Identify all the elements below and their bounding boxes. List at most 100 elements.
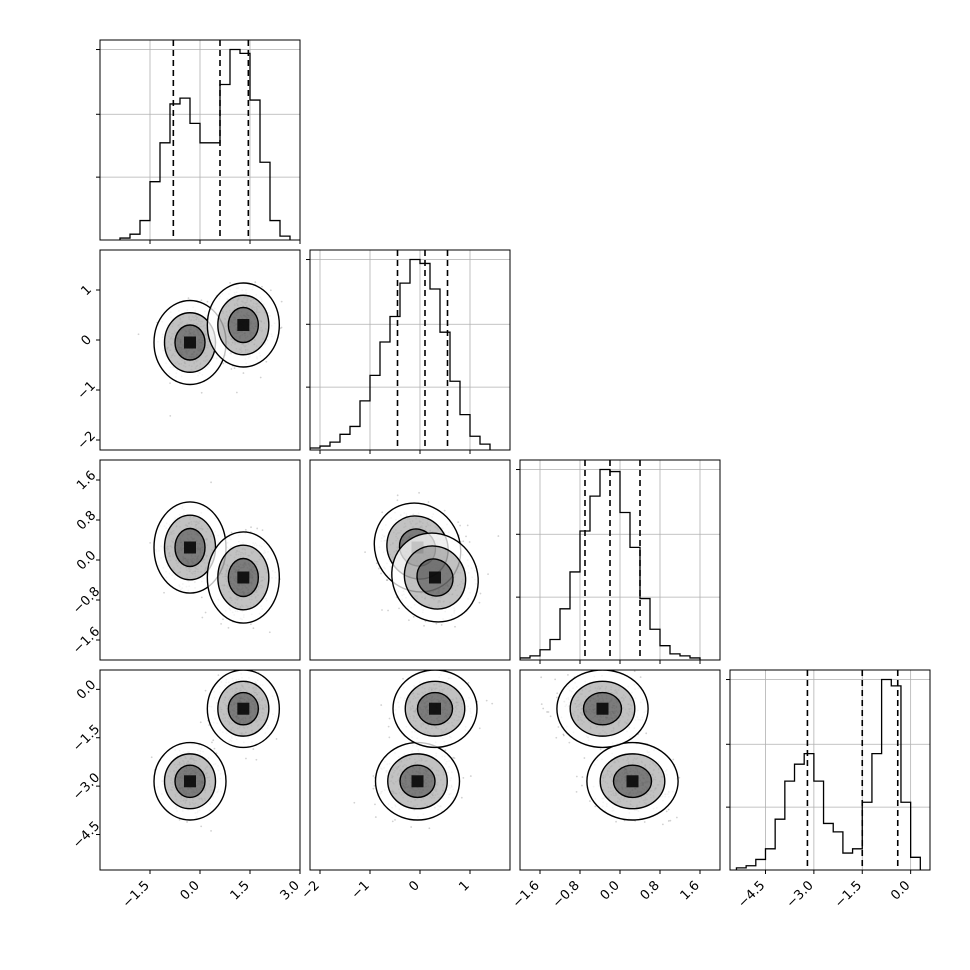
panel-content [137, 281, 283, 417]
scatter-point [469, 775, 472, 777]
y-tick-label: 0.8 [74, 508, 99, 533]
scatter-point [675, 816, 678, 819]
scatter-point [562, 734, 565, 737]
scatter-point [187, 297, 190, 300]
scatter-point [398, 607, 400, 610]
scatter-point [667, 808, 670, 811]
scatter-point [588, 800, 591, 802]
scatter-point [396, 494, 399, 497]
scatter-point [485, 699, 488, 702]
scatter-point [261, 285, 263, 288]
scatter-point [467, 682, 470, 684]
scatter-point [229, 282, 232, 284]
scatter-point [374, 816, 377, 818]
panel-frame [99, 249, 301, 451]
scatter-point [581, 784, 583, 787]
scatter-point [453, 757, 456, 760]
y-tick-label: −0.8 [70, 584, 103, 617]
scatter-point [381, 511, 384, 514]
scatter-point [150, 756, 153, 759]
x-tick-label: −1 [349, 878, 373, 902]
scatter-point [423, 668, 425, 670]
panel-frame [309, 459, 511, 661]
scatter-point [478, 601, 481, 604]
scatter-point [396, 499, 399, 502]
x-tick-label: 0 [406, 878, 422, 894]
scatter-point [200, 299, 203, 302]
scatter-point [388, 717, 391, 720]
scatter-point [435, 622, 438, 625]
scatter-point [227, 626, 230, 629]
panel-1-0: −2−101 [75, 249, 301, 453]
scatter-point [444, 749, 447, 752]
scatter-point [633, 670, 636, 673]
scatter-point [583, 757, 586, 759]
panel-content [100, 40, 300, 240]
x-tick-label: 1.5 [228, 878, 253, 903]
panel-3-0: −1.5 0.0 1.5 3.0−4.5−3.0−1.50.0 [70, 665, 303, 911]
scatter-point [222, 362, 225, 365]
scatter-point [163, 591, 165, 594]
y-tick-label: −3.0 [70, 770, 103, 803]
scatter-point [377, 567, 380, 570]
histogram-1 [310, 258, 491, 450]
scatter-point [280, 326, 283, 329]
scatter-point [212, 739, 215, 742]
scatter-point [211, 741, 213, 744]
scatter-point [249, 623, 252, 626]
scatter-point [669, 819, 672, 822]
panel-content [520, 460, 720, 660]
panel-2-2 [516, 459, 721, 664]
scatter-point [247, 665, 249, 667]
scatter-point [542, 707, 545, 710]
scatter-point [478, 727, 481, 730]
scatter-point [275, 738, 278, 740]
scatter-point [466, 524, 469, 527]
scatter-point [661, 823, 664, 826]
y-tick-label: −1.5 [70, 722, 103, 755]
y-tick-label: 0.0 [74, 677, 99, 702]
scatter-point [452, 756, 455, 759]
scatter-point [372, 775, 375, 777]
scatter-point [381, 609, 383, 611]
scatter-point [137, 333, 140, 336]
scatter-point [581, 776, 584, 778]
scatter-point [678, 776, 681, 779]
density-peak [184, 775, 196, 788]
y-tick-label: −2 [75, 429, 99, 453]
scatter-point [200, 391, 203, 394]
scatter-point [645, 732, 648, 735]
scatter-point [643, 821, 646, 823]
scatter-point [149, 541, 152, 544]
scatter-point [424, 620, 427, 623]
scatter-point [385, 579, 388, 581]
y-tick-label: 1 [79, 283, 95, 299]
scatter-point [233, 367, 236, 370]
x-tick-label: 1 [456, 878, 472, 894]
scatter-point [213, 747, 216, 750]
scatter-point [487, 573, 489, 576]
scatter-point [412, 615, 415, 618]
y-tick-label: 0 [79, 333, 95, 349]
scatter-point [627, 668, 629, 670]
scatter-point [269, 289, 272, 292]
scatter-point [230, 368, 233, 370]
scatter-point [568, 741, 571, 744]
scatter-point [387, 725, 390, 728]
scatter-point [554, 678, 557, 681]
scatter-point [387, 609, 389, 612]
scatter-point [667, 820, 670, 822]
scatter-point [200, 825, 203, 828]
scatter-point [375, 562, 378, 565]
scatter-point [546, 711, 548, 713]
scatter-point [372, 787, 375, 790]
panel-2-1 [309, 459, 511, 661]
y-tick-label: 1.6 [74, 468, 99, 493]
scatter-point [353, 801, 356, 804]
scatter-point [255, 758, 258, 761]
scatter-point [373, 784, 376, 787]
scatter-point [491, 702, 494, 705]
scatter-point [220, 622, 222, 625]
scatter-point [440, 624, 443, 626]
